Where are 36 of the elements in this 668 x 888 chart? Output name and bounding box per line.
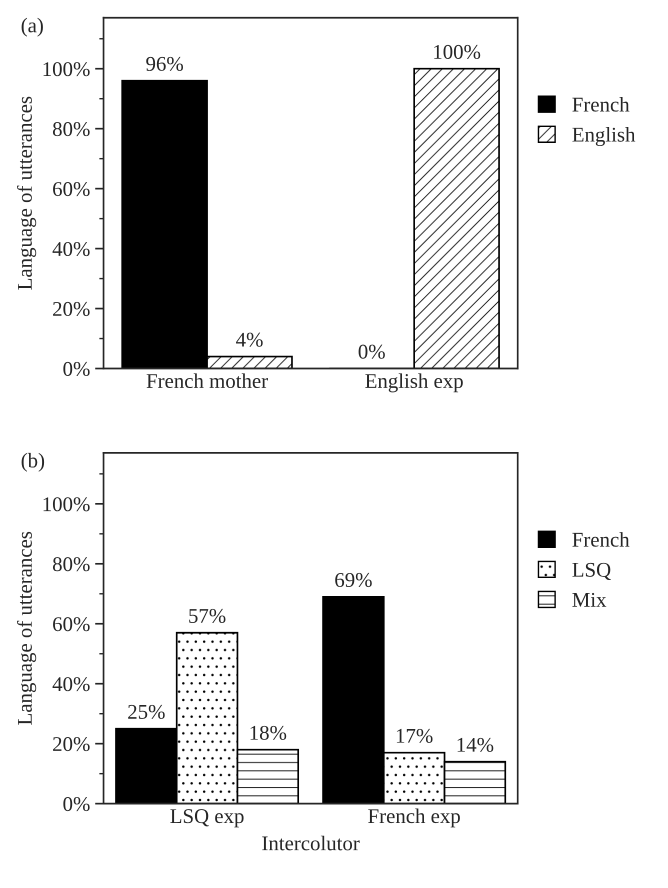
y-tick-label: 0% [63, 797, 90, 812]
data-label: 18% [250, 726, 286, 740]
y-tick-label: 100% [44, 62, 90, 76]
x-tick-label: French mother [146, 373, 268, 388]
chart-title: (b) [22, 452, 44, 472]
y-tick-label: 60% [53, 182, 90, 196]
y-tick-label: 40% [52, 677, 90, 692]
y-tick-label: 100% [44, 497, 90, 512]
x-axis-title: Intercolutor [262, 836, 360, 850]
legend-label: French [572, 532, 630, 547]
y-tick-label: 80% [52, 122, 90, 136]
data-label: 0% [358, 344, 385, 359]
x-tick-label: English exp [365, 373, 463, 392]
y-tick-label: 60% [53, 617, 90, 632]
data-label: 96% [146, 56, 184, 71]
data-label: 57% [189, 608, 226, 624]
data-label: 14% [458, 738, 494, 752]
y-tick-label: 80% [52, 557, 90, 572]
data-label: 69% [335, 572, 372, 588]
x-tick-label: LSQ exp [170, 809, 244, 828]
legend-label: LSQ [572, 562, 611, 580]
y-tick-label: 40% [52, 242, 90, 256]
legend-label: English [572, 127, 636, 146]
chart-title: (a) [22, 18, 43, 37]
data-label: 100% [434, 44, 480, 60]
y-tick-label: 20% [53, 737, 90, 752]
x-tick-label: French exp [368, 808, 460, 828]
data-label: 4% [236, 332, 263, 347]
legend-label: Mix [572, 592, 606, 607]
data-label: 25% [128, 704, 165, 719]
legend-label: French [572, 96, 630, 112]
y-axis-title: Language of utterances [17, 96, 36, 290]
y-axis-title: Language of utterances [17, 532, 36, 725]
y-tick-label: 0% [63, 362, 90, 376]
y-tick-label: 20% [53, 302, 90, 316]
data-label: 17% [396, 728, 433, 743]
